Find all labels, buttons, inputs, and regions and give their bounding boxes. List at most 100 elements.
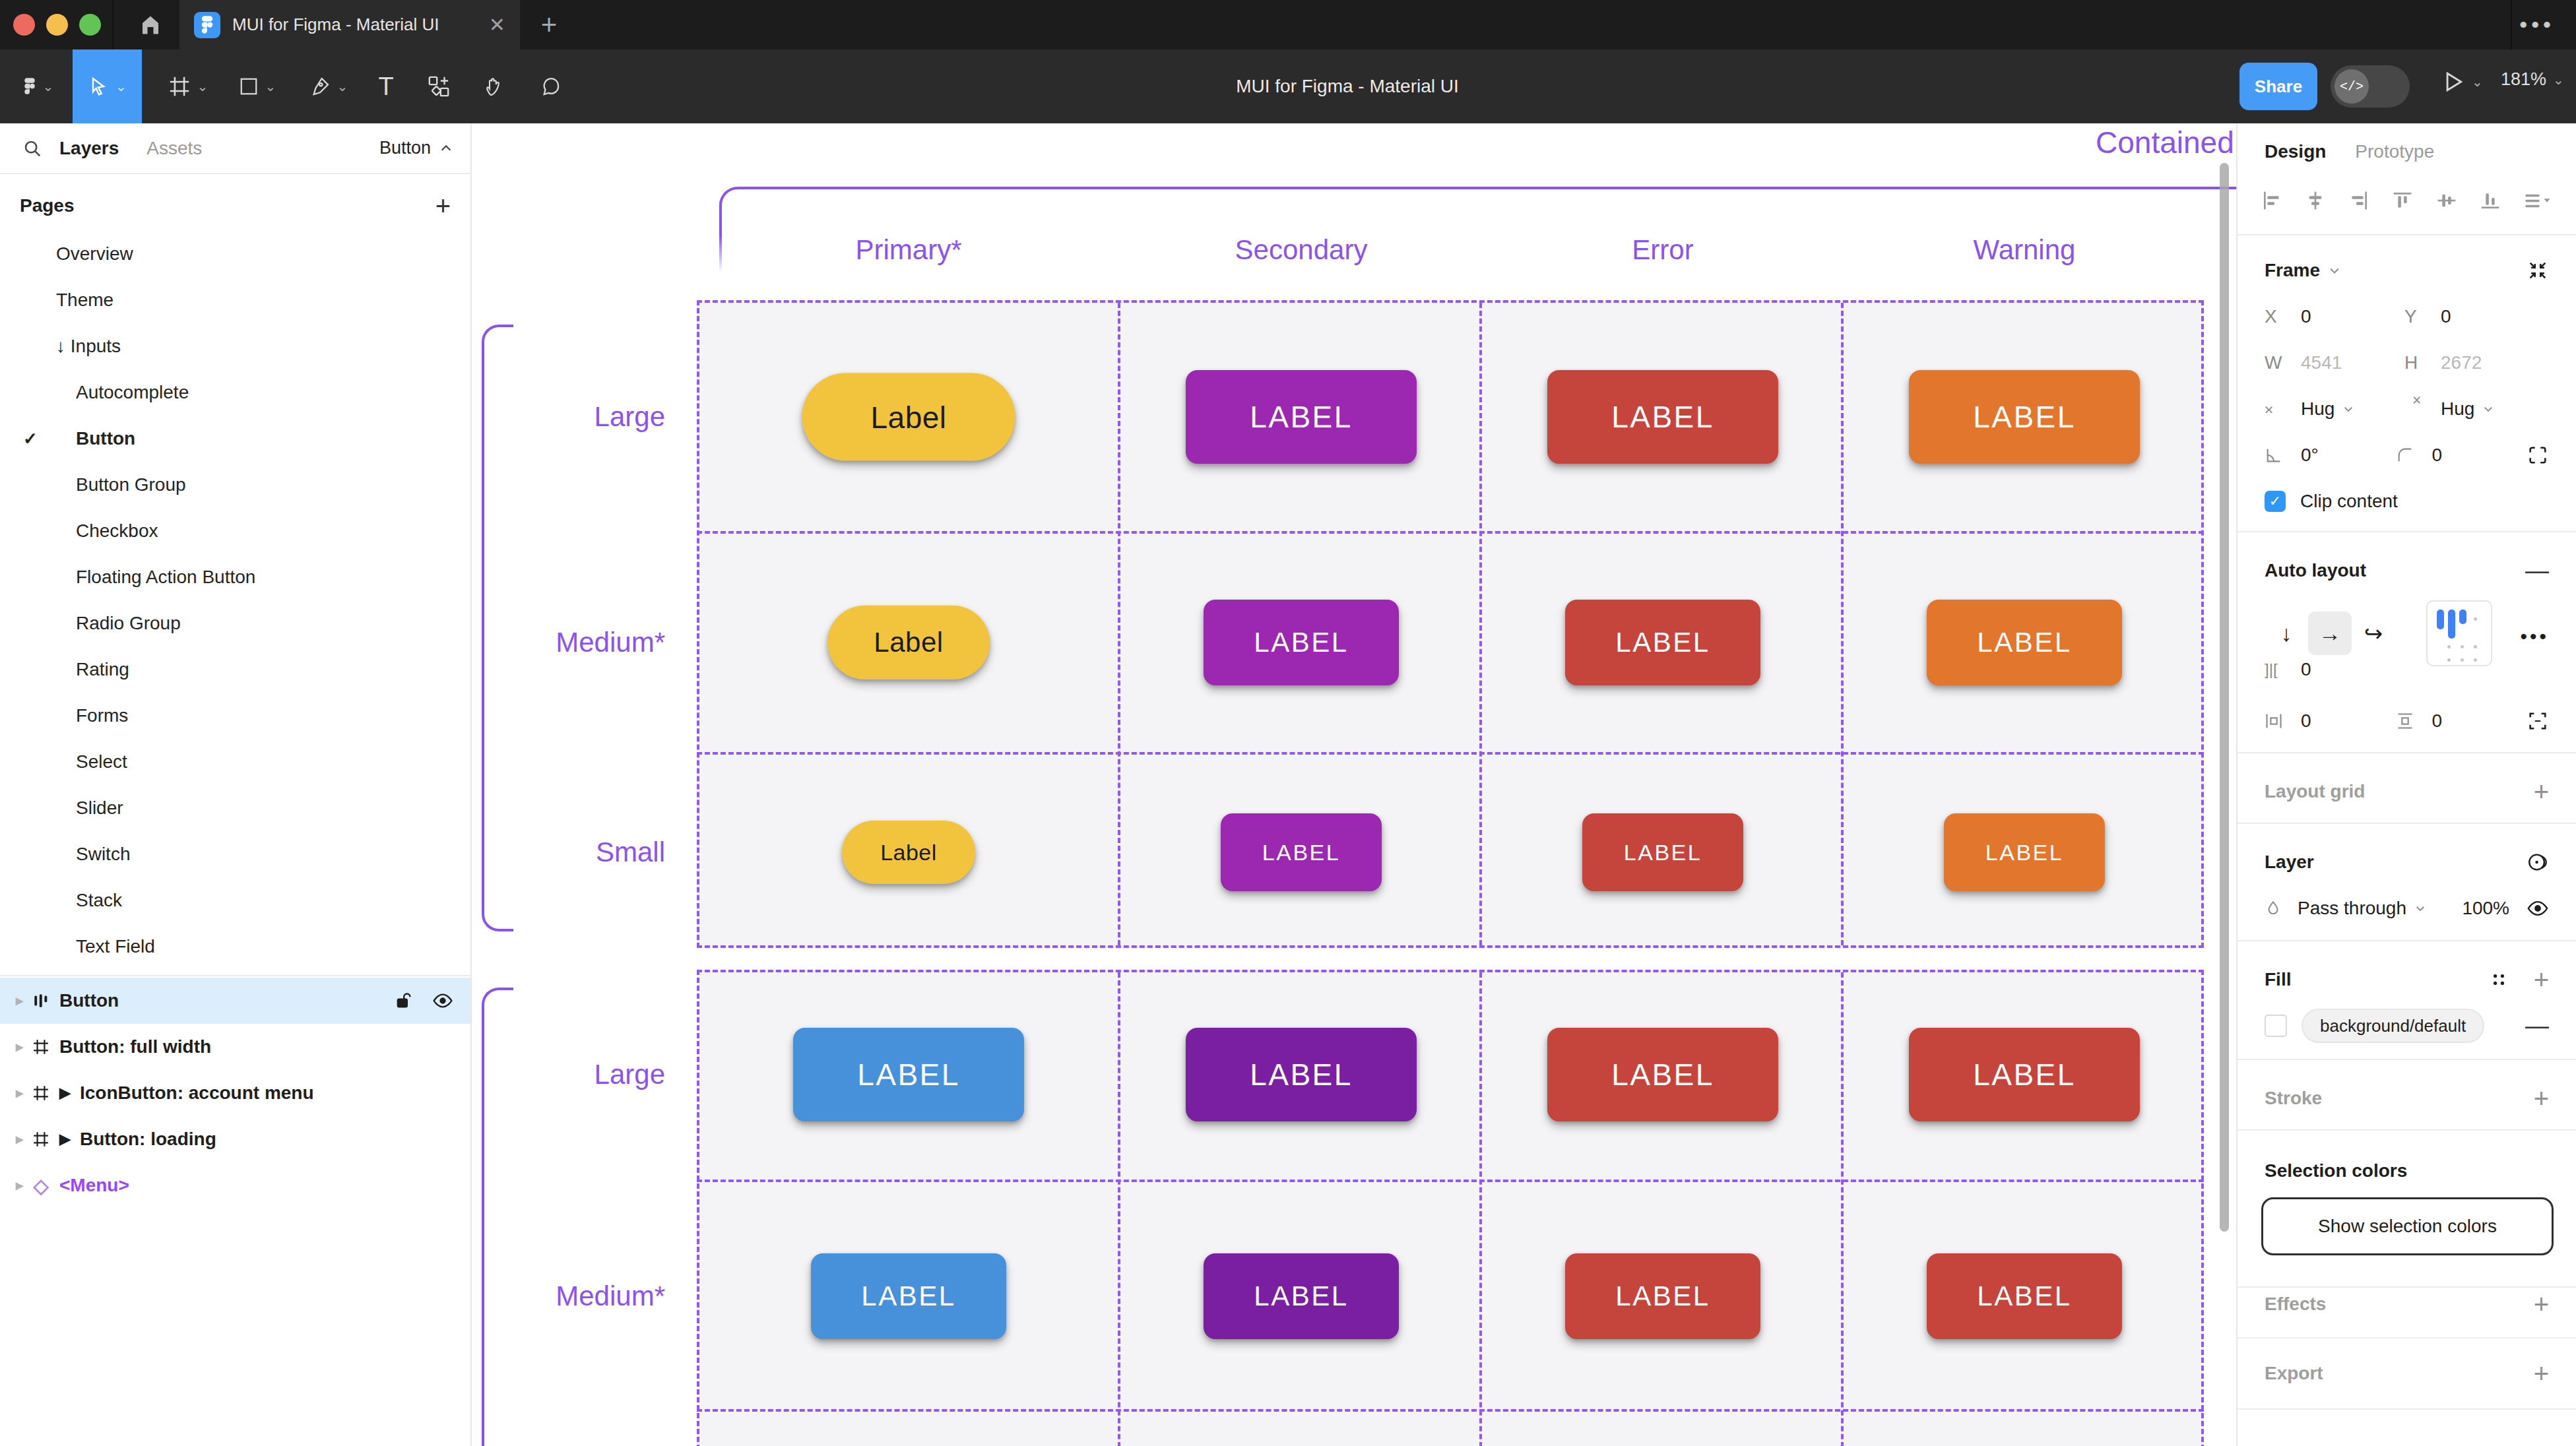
sidebar-page-overview[interactable]: Overview bbox=[0, 231, 470, 277]
eye-icon[interactable] bbox=[432, 990, 453, 1011]
sidebar-page-theme[interactable]: Theme bbox=[0, 277, 470, 323]
x-value[interactable]: 0 bbox=[2301, 306, 2311, 327]
mui-button-large-blue[interactable]: LABEL bbox=[793, 1028, 1024, 1121]
add-stroke-icon[interactable]: + bbox=[2534, 1084, 2549, 1114]
tab-design[interactable]: Design bbox=[2265, 141, 2326, 162]
tab-assets[interactable]: Assets bbox=[146, 138, 202, 159]
mui-button-large-error[interactable]: LABEL bbox=[1547, 1028, 1778, 1121]
main-menu-button[interactable]: ⌄ bbox=[12, 49, 65, 123]
add-fill-icon[interactable]: + bbox=[2534, 965, 2549, 995]
sidebar-page-rating[interactable]: Rating bbox=[0, 646, 470, 693]
independent-padding-icon[interactable] bbox=[2527, 710, 2549, 732]
sidebar-page-checkbox[interactable]: Checkbox bbox=[0, 508, 470, 554]
remove-auto-layout-icon[interactable]: — bbox=[2525, 557, 2549, 584]
sidebar-page-stack[interactable]: Stack bbox=[0, 877, 470, 924]
chevron-right-icon[interactable]: ▸ bbox=[0, 1131, 22, 1148]
align-v-center-icon[interactable] bbox=[2436, 190, 2457, 211]
mui-button-large-error[interactable]: LABEL bbox=[1909, 1028, 2140, 1121]
blend-mode-value[interactable]: Pass through bbox=[2298, 898, 2406, 919]
design-canvas[interactable]: Contained Primary*SecondaryErrorWarning … bbox=[472, 123, 2236, 1446]
share-button[interactable]: Share bbox=[2239, 63, 2317, 110]
minimize-window-button[interactable] bbox=[46, 14, 68, 36]
styles-icon[interactable] bbox=[2490, 971, 2507, 988]
mui-button-large-yellow[interactable]: Label bbox=[802, 373, 1015, 461]
gap-value[interactable]: 0 bbox=[2301, 659, 2311, 680]
frame-tool-button[interactable]: ⌄ bbox=[155, 49, 221, 123]
fill-token-pill[interactable]: background/default bbox=[2302, 1009, 2484, 1043]
maximize-window-button[interactable] bbox=[79, 14, 101, 36]
rotation-value[interactable]: 0° bbox=[2301, 445, 2319, 466]
resources-tool-button[interactable] bbox=[412, 49, 465, 123]
sidebar-page-button[interactable]: ✓Button bbox=[0, 416, 470, 462]
mui-button-large-secondaryDark[interactable]: LABEL bbox=[1186, 1028, 1417, 1121]
sidebar-page-text-field[interactable]: Text Field bbox=[0, 924, 470, 970]
page-switcher[interactable]: Button bbox=[379, 138, 453, 158]
new-tab-button[interactable]: + bbox=[533, 9, 565, 41]
auto-layout-more-icon[interactable]: ••• bbox=[2520, 625, 2549, 648]
mui-button-small-warning[interactable]: LABEL bbox=[1944, 813, 2105, 891]
eye-icon[interactable] bbox=[2527, 897, 2549, 920]
align-bottom-icon[interactable] bbox=[2480, 190, 2501, 211]
chevron-right-icon[interactable]: ▸ bbox=[0, 1038, 22, 1055]
sidebar-page-floating-action-button[interactable]: Floating Action Button bbox=[0, 554, 470, 600]
mui-button-medium-secondary[interactable]: LABEL bbox=[1204, 600, 1399, 685]
text-tool-button[interactable]: T bbox=[360, 49, 412, 123]
canvas-scrollbar[interactable] bbox=[2220, 163, 2229, 1232]
layer-row-button-loading[interactable]: ▸▶Button: loading bbox=[0, 1116, 470, 1162]
mui-button-medium-warning[interactable]: LABEL bbox=[1927, 600, 2122, 685]
y-value[interactable]: 0 bbox=[2441, 306, 2451, 327]
comment-tool-button[interactable] bbox=[523, 49, 578, 123]
close-window-button[interactable] bbox=[13, 14, 35, 36]
horizontal-padding-value[interactable]: 0 bbox=[2301, 710, 2311, 732]
distribute-icon[interactable] bbox=[2523, 190, 2552, 211]
sidebar-page-slider[interactable]: Slider bbox=[0, 785, 470, 831]
mui-button-large-secondary[interactable]: LABEL bbox=[1186, 370, 1417, 464]
layer-row-button-full-width[interactable]: ▸Button: full width bbox=[0, 1024, 470, 1070]
search-icon[interactable] bbox=[22, 139, 42, 158]
shape-tool-button[interactable]: ⌄ bbox=[224, 49, 290, 123]
align-right-icon[interactable] bbox=[2348, 190, 2369, 211]
sidebar-page-switch[interactable]: Switch bbox=[0, 831, 470, 877]
file-tab[interactable]: MUI for Figma - Material UI ✕ bbox=[179, 0, 520, 49]
mui-button-medium-yellow[interactable]: Label bbox=[827, 606, 990, 679]
hand-tool-button[interactable] bbox=[467, 49, 520, 123]
layer-row-button[interactable]: ▸Button bbox=[0, 978, 470, 1024]
add-layout-grid-icon[interactable]: + bbox=[2534, 777, 2549, 807]
width-value[interactable]: 4541 bbox=[2301, 352, 2342, 373]
dev-mode-toggle[interactable]: </> bbox=[2331, 65, 2410, 108]
sidebar-page-inputs[interactable]: ↓ Inputs bbox=[0, 323, 470, 369]
align-h-center-icon[interactable] bbox=[2305, 190, 2326, 211]
frame-title-label[interactable]: Contained bbox=[2096, 125, 2234, 160]
mui-button-small-secondary[interactable]: LABEL bbox=[1221, 813, 1382, 891]
pen-tool-button[interactable]: ⌄ bbox=[296, 49, 362, 123]
mui-button-large-warning[interactable]: LABEL bbox=[1909, 370, 2140, 464]
mui-button-small-yellow[interactable]: Label bbox=[842, 821, 975, 884]
layer-row-iconbutton-account-menu[interactable]: ▸▶IconButton: account menu bbox=[0, 1070, 470, 1116]
chevron-right-icon[interactable]: ▸ bbox=[0, 1084, 22, 1102]
height-value[interactable]: 2672 bbox=[2441, 352, 2482, 373]
chevron-right-icon[interactable]: ▸ bbox=[0, 1177, 22, 1194]
zoom-level-menu[interactable]: 181% ⌄ bbox=[2501, 69, 2564, 90]
window-menu-dots-icon[interactable]: ••• bbox=[2519, 0, 2555, 49]
blend-mode-icon[interactable] bbox=[2527, 851, 2549, 873]
mui-button-medium-secondaryDark[interactable]: LABEL bbox=[1204, 1253, 1399, 1339]
mui-button-large-error[interactable]: LABEL bbox=[1547, 370, 1778, 464]
add-page-icon[interactable]: + bbox=[435, 191, 451, 221]
h-resize-value[interactable]: Hug bbox=[2301, 398, 2334, 420]
mui-button-medium-blue[interactable]: LABEL bbox=[811, 1253, 1006, 1339]
home-button[interactable] bbox=[122, 0, 179, 49]
show-selection-colors-button[interactable]: Show selection colors bbox=[2261, 1197, 2554, 1255]
remove-fill-icon[interactable]: — bbox=[2525, 1012, 2549, 1040]
tab-layers[interactable]: Layers bbox=[59, 138, 119, 159]
sidebar-page-select[interactable]: Select bbox=[0, 739, 470, 785]
layer-row--menu-[interactable]: ▸◇<Menu> bbox=[0, 1162, 470, 1209]
frame-section-title[interactable]: Frame bbox=[2265, 260, 2320, 281]
add-export-icon[interactable]: + bbox=[2534, 1359, 2549, 1389]
align-top-icon[interactable] bbox=[2392, 190, 2413, 211]
tab-close-icon[interactable]: ✕ bbox=[489, 13, 505, 36]
sidebar-page-forms[interactable]: Forms bbox=[0, 693, 470, 739]
vertical-padding-value[interactable]: 0 bbox=[2432, 710, 2443, 732]
lock-icon[interactable] bbox=[394, 991, 412, 1010]
collapse-frame-icon[interactable] bbox=[2527, 259, 2549, 282]
opacity-value[interactable]: 100% bbox=[2462, 898, 2509, 919]
